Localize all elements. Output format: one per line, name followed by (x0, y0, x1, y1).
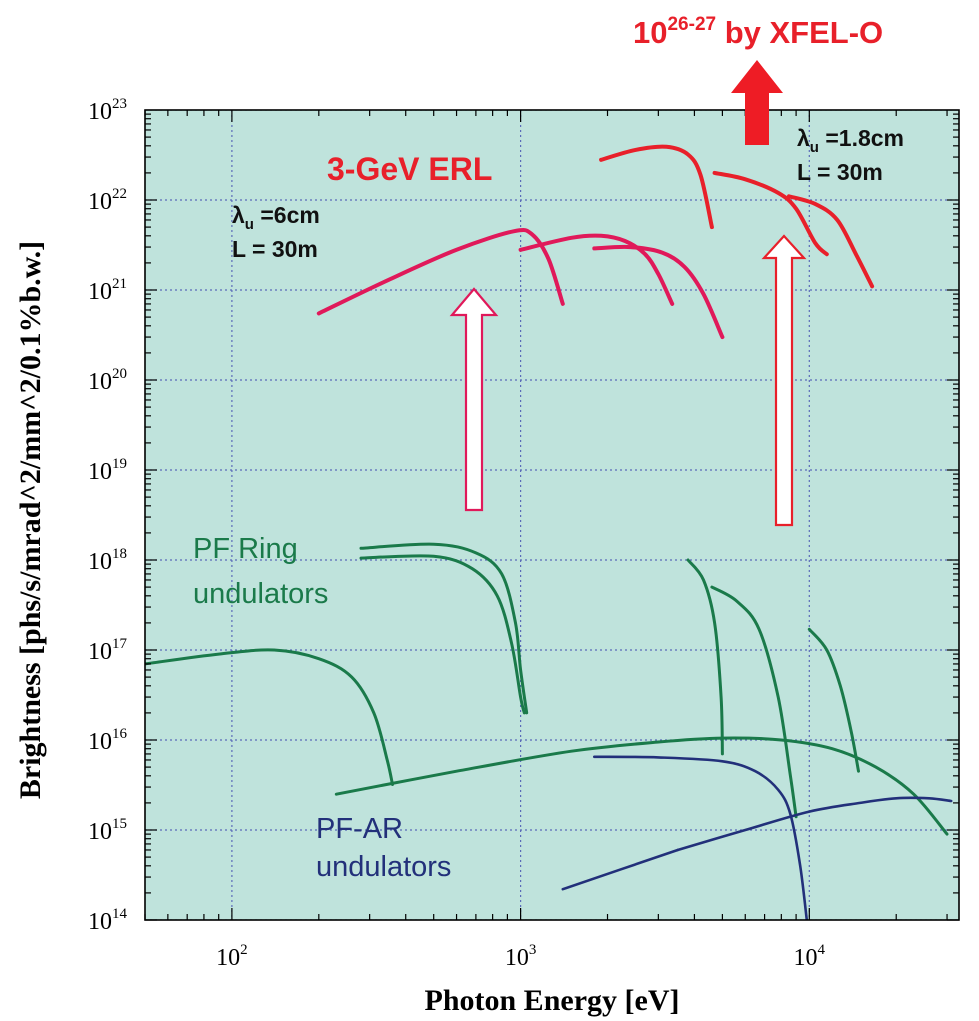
y-tick-label: 1017 (88, 636, 128, 665)
y-tick-label: 1018 (88, 546, 127, 575)
upward-arrow-left (449, 287, 499, 512)
y-tick-label: 1015 (88, 816, 127, 845)
x-tick-label: 103 (505, 942, 537, 971)
series-line-pf_ring (686, 558, 724, 756)
plot-area (145, 110, 959, 920)
upward-arrow-right (761, 234, 807, 527)
plot-frame (144, 109, 960, 921)
x-axis-label: Photon Energy [eV] (425, 984, 680, 1017)
series-line-erl_long (592, 244, 725, 340)
y-tick-label: 1022 (88, 186, 127, 215)
series-line-pf_ring (359, 554, 526, 715)
series-line-erl_long (316, 228, 565, 316)
series-line-erl_short (599, 144, 714, 230)
xfel-arrow (731, 60, 783, 145)
pf-ring-label-line1: PF Ring (193, 533, 298, 565)
x-tick-label: 102 (216, 942, 248, 971)
pf-ar-label-line1: PF-AR (316, 813, 403, 845)
series-layer (145, 144, 953, 920)
minor-ticks (144, 110, 959, 921)
pf-ring-label-line2: undulators (193, 578, 328, 610)
length-long-label: L = 30m (232, 236, 318, 262)
y-axis-label: Brightness [phs/s/mrad^2/mm^2/0.1%b.w.] (14, 241, 47, 799)
tick-labels: 102 103 104 1014 1015 1016 1017 1018 1019 1020 102… (88, 96, 826, 971)
series-line-pf_ring (807, 627, 860, 773)
series-line-erl_long (518, 233, 675, 306)
lambda-long-label: λu =6cm (232, 202, 320, 233)
y-tick-label: 1023 (88, 96, 127, 125)
series-line-pf_ar (676, 796, 953, 852)
x-tick-label: 104 (794, 942, 826, 971)
xfel-label: 1026-27 by XFEL-O (633, 14, 883, 50)
y-tick-label: 1020 (88, 366, 127, 395)
y-tick-label: 1021 (88, 276, 127, 305)
series-line-pf_ring (710, 585, 798, 819)
series-line-pf_ring (145, 648, 394, 786)
series-line-pf_ring (334, 736, 949, 836)
erl-label: 3-GeV ERL (327, 151, 492, 187)
y-tick-label: 1019 (88, 456, 127, 485)
series-line-pf_ring (359, 542, 529, 715)
y-tick-label: 1016 (88, 726, 128, 755)
series-line-pf_ar (561, 848, 679, 891)
y-tick-label: 1014 (88, 906, 128, 935)
length-short-label: L = 30m (797, 159, 883, 185)
pf-ar-label-line2: undulators (316, 851, 451, 883)
series-line-pf_ar (593, 755, 809, 920)
lambda-short-label: λu =1.8cm (797, 125, 904, 156)
series-line-erl_short (786, 194, 875, 289)
series-line-erl_short (712, 170, 829, 257)
